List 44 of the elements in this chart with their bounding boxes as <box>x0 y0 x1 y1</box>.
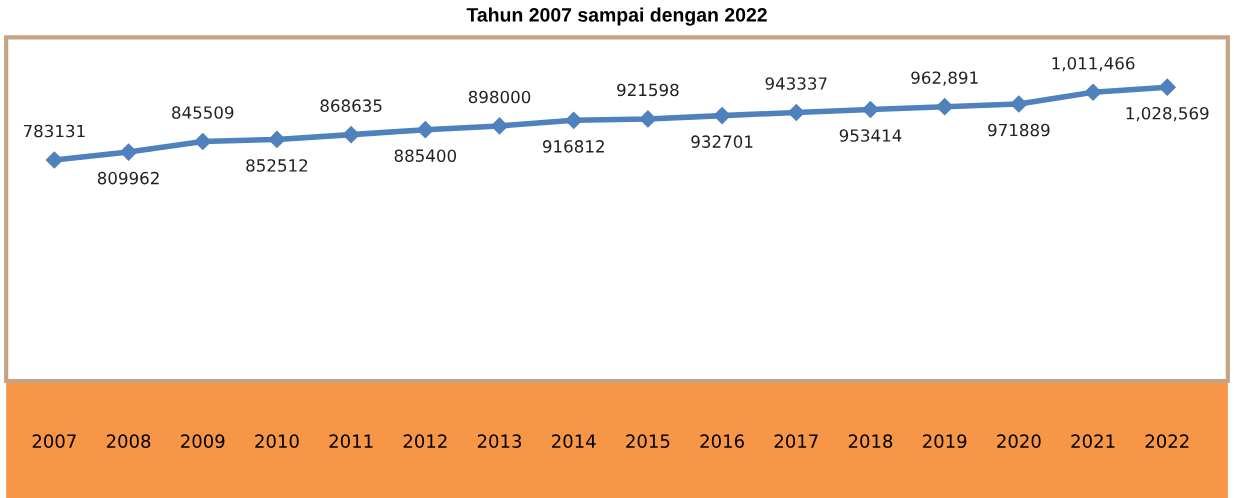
x-tick-label: 2010 <box>255 434 299 449</box>
x-tick-label: 2015 <box>626 434 670 449</box>
chart-title: Tahun 2007 sampai dengan 2022 <box>466 7 767 26</box>
x-tick-label: 2011 <box>329 434 373 449</box>
data-label: 885400 <box>394 149 457 162</box>
x-tick-label: 2020 <box>997 434 1041 449</box>
data-label: 783131 <box>23 124 85 138</box>
data-label: 962,891 <box>911 71 978 86</box>
data-label: 898000 <box>468 90 531 104</box>
point <box>416 121 434 139</box>
point <box>490 117 509 135</box>
data-label: 852512 <box>246 159 308 172</box>
x-tick-label: 2007 <box>32 434 76 449</box>
x-tick-label: 2008 <box>106 434 151 449</box>
data-label: 971889 <box>988 123 1050 137</box>
x-tick-label: 2021 <box>1071 434 1115 449</box>
point <box>268 130 286 148</box>
x-tick-label: 2009 <box>181 434 225 449</box>
data-label: 943337 <box>765 77 827 90</box>
point <box>1158 78 1176 96</box>
x-tick-label: 2014 <box>552 434 596 449</box>
point <box>1084 83 1102 101</box>
x-tick-label: 2022 <box>1145 434 1189 449</box>
x-tick-label: 2016 <box>700 434 744 449</box>
data-label: 845509 <box>172 106 234 119</box>
data-label: 1,011,466 <box>1052 56 1135 72</box>
x-tick-label: 2018 <box>848 434 893 449</box>
point <box>45 151 63 169</box>
x-tick-label: 2017 <box>774 434 818 449</box>
data-label: 1,028,569 <box>1126 106 1209 122</box>
x-tick-label: 2013 <box>477 434 522 449</box>
data-label: 921598 <box>617 83 679 97</box>
x-tick-label: 2019 <box>923 434 967 449</box>
x-tick-label: 2012 <box>403 434 447 449</box>
data-label: 868635 <box>320 99 382 112</box>
data-label: 809962 <box>97 171 159 185</box>
point <box>565 111 583 129</box>
point <box>1010 95 1028 113</box>
point <box>342 126 360 144</box>
point <box>713 107 731 125</box>
data-label: 932701 <box>691 135 753 148</box>
data-label: 916812 <box>542 140 604 153</box>
point <box>639 110 657 128</box>
data-label: 953414 <box>839 129 902 142</box>
